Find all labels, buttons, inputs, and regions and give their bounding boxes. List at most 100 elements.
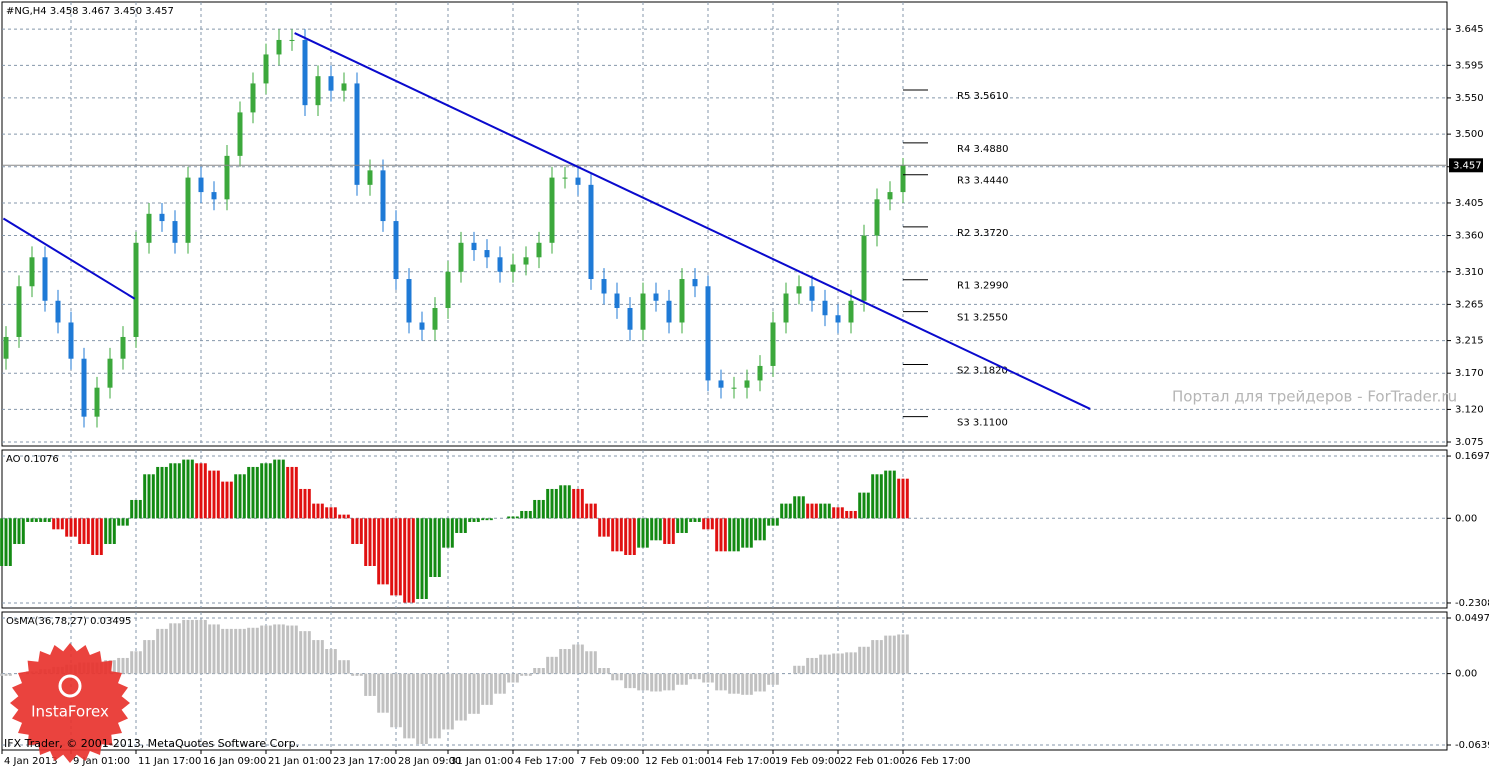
candle-body [744, 380, 750, 388]
candle-body [367, 170, 373, 185]
candle-body [172, 221, 178, 243]
x-tick-label: 12 Feb 01:00 [645, 756, 711, 767]
y-tick-label: 0.1697 [1455, 451, 1489, 462]
copyright: IFX Trader, © 2001-2013, MetaQuotes Soft… [4, 737, 299, 750]
candle-body [562, 177, 568, 179]
x-tick-label: 7 Feb 09:00 [580, 756, 639, 767]
y-tick-label: 3.170 [1455, 368, 1484, 379]
candle-body [770, 322, 776, 366]
x-tick-label: 4 Feb 17:00 [515, 756, 574, 767]
candle-body [250, 83, 256, 113]
x-tick-label: 21 Jan 01:00 [268, 756, 331, 767]
candle-body [133, 242, 139, 337]
candle-body [159, 213, 165, 222]
candle-body [263, 54, 269, 84]
panel [1, 1, 1448, 447]
candle-body [68, 322, 74, 359]
y-tick-label: 3.310 [1455, 267, 1484, 278]
candle-body [419, 322, 425, 330]
x-tick-label: 22 Feb 01:00 [840, 756, 906, 767]
x-tick-label: 4 Jan 2013 [4, 756, 58, 767]
x-tick-label: 26 Feb 17:00 [905, 756, 971, 767]
panel-title: AO 0.1076 [6, 454, 59, 465]
candle-body [861, 235, 867, 301]
candle-body [380, 170, 386, 222]
y-tick-label: 3.265 [1455, 299, 1484, 310]
candle-body [588, 184, 594, 280]
candle-body [42, 257, 48, 301]
candle-body [120, 336, 126, 359]
pivot-value: 3.5610 [974, 91, 1009, 102]
trendline [2, 217, 136, 300]
panel-title: #NG,H4 3.458 3.467 3.450 3.457 [6, 6, 174, 17]
candle-body [536, 242, 542, 258]
candle-body [835, 315, 841, 323]
candle-body [432, 307, 438, 330]
pivot-name: S1 [957, 313, 970, 324]
candle-body [445, 271, 451, 308]
logo-icon [58, 674, 82, 698]
candle-body [341, 83, 347, 91]
candle-body [328, 76, 334, 91]
y-tick-label: 0.00 [1455, 513, 1477, 524]
y-tick-label: 3.550 [1455, 93, 1484, 104]
y-tick-label: -0.0639 [1455, 740, 1489, 751]
candle-body [822, 300, 828, 316]
last-price-box [1449, 158, 1483, 173]
pivot-label: R2 3.3720 [957, 228, 1009, 239]
pivot-name: S2 [957, 366, 970, 377]
candle-body [55, 300, 61, 323]
x-tick-label: 19 Feb 09:00 [775, 756, 841, 767]
pivot-label: S1 3.2550 [957, 313, 1008, 324]
x-tick-label: 16 Jan 09:00 [203, 756, 266, 767]
pivot-label: R4 3.4880 [957, 144, 1009, 155]
candle-body [458, 242, 464, 272]
pivot-value: 3.4880 [974, 144, 1009, 155]
candle-body [523, 257, 529, 265]
candle-body [107, 358, 113, 388]
candle-body [549, 177, 555, 243]
last-price-label: 3.457 [1453, 160, 1482, 171]
x-tick-label: 31 Jan 01:00 [450, 756, 513, 767]
candle-body [198, 177, 204, 193]
pivot-value: 3.1100 [973, 418, 1008, 429]
pivot-name: R4 [957, 144, 970, 155]
candle-body [3, 336, 9, 359]
logo-text: InstaForex [31, 703, 109, 721]
candle-body [575, 177, 581, 185]
pivot-value: 3.2550 [973, 313, 1008, 324]
candle-body [16, 286, 22, 337]
y-tick-label: 3.215 [1455, 336, 1484, 347]
pivot-name: S3 [957, 418, 970, 429]
pivot-label: R1 3.2990 [957, 281, 1009, 292]
candle-body [653, 293, 659, 301]
pivot-label: R3 3.4440 [957, 176, 1009, 187]
y-tick-label: 3.405 [1455, 198, 1484, 209]
candle-body [692, 279, 698, 287]
x-tick-label: 14 Feb 17:00 [710, 756, 776, 767]
candle-body [29, 257, 35, 287]
candle-body [81, 358, 87, 417]
candle-body [718, 380, 724, 388]
y-tick-label: 3.120 [1455, 404, 1484, 415]
pivot-name: R1 [957, 281, 970, 292]
x-tick-label: 28 Jan 09:00 [398, 756, 461, 767]
candle-body [406, 279, 412, 323]
pivot-name: R2 [957, 228, 970, 239]
candle-body [393, 221, 399, 280]
candle-body [614, 293, 620, 308]
candle-body [302, 39, 308, 106]
candle-body [497, 257, 503, 272]
candle-body [666, 300, 672, 323]
pivot-name: R5 [957, 91, 970, 102]
candle-body [237, 112, 243, 156]
trendline [294, 32, 1091, 410]
candle-body [705, 286, 711, 381]
pivot-value: 3.3720 [974, 228, 1009, 239]
candle-body [731, 387, 737, 389]
candle-body [146, 213, 152, 243]
candle-body [211, 192, 217, 200]
candle-body [900, 165, 906, 193]
pivot-label: S3 3.1100 [957, 418, 1008, 429]
